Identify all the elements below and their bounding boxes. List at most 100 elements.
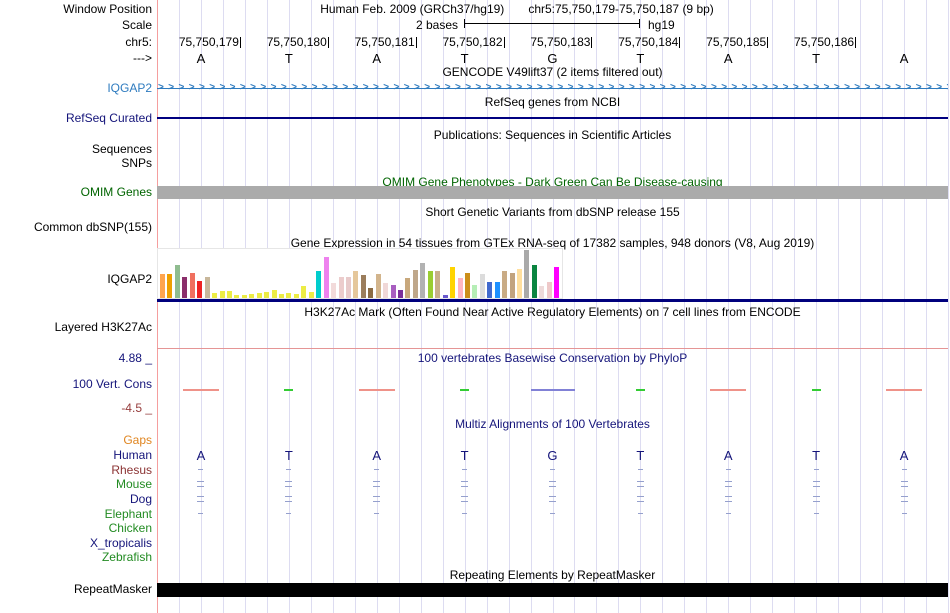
reference-base: A [723, 51, 733, 66]
gencode-gene-line[interactable] [157, 88, 948, 89]
gtex-tissue-bar[interactable] [390, 285, 396, 298]
gtex-track-label[interactable]: IQGAP2 [107, 272, 152, 286]
gtex-tissue-bar[interactable] [450, 267, 456, 298]
h3k27ac-baseline [157, 348, 948, 349]
track-area-left-border [157, 0, 158, 613]
gtex-tissue-bar[interactable] [338, 277, 344, 298]
gtex-tissue-bar[interactable] [494, 282, 500, 298]
species-label-mouse[interactable]: Mouse [115, 477, 152, 491]
gtex-tissue-bar[interactable] [472, 285, 478, 298]
human-base: T [460, 448, 469, 463]
species-label-zebrafish[interactable]: Zebrafish [101, 550, 152, 564]
gridline [772, 0, 774, 613]
omim-gene-bar[interactable] [157, 186, 948, 199]
gtex-tissue-bar[interactable] [197, 281, 203, 298]
alignment-dash [461, 501, 469, 502]
gtex-tissue-bar[interactable] [264, 292, 270, 298]
species-label-rhesus[interactable]: Rhesus [111, 463, 152, 477]
multiz-gaps-label[interactable]: Gaps [123, 433, 152, 447]
gtex-tissue-bar[interactable] [353, 271, 359, 298]
gtex-tissue-bar[interactable] [182, 277, 188, 298]
coordinate-tick [679, 37, 681, 48]
gtex-tissue-bar[interactable] [442, 295, 448, 298]
gtex-tissue-bar[interactable] [405, 278, 411, 298]
gtex-tissue-bar[interactable] [212, 293, 218, 298]
publications-track-label-line1[interactable]: Sequences [91, 142, 152, 156]
dbsnp-track-label[interactable]: Common dbSNP(155) [33, 220, 152, 234]
forward-strand-arrows[interactable]: >>>>>>>>>>>>>>>>>>>>>>>>>>>>>>>>>>>>>>>>… [158, 82, 948, 94]
gencode-item-label[interactable]: IQGAP2 [107, 81, 152, 95]
alignment-dash [374, 469, 380, 470]
gtex-tissue-bar[interactable] [226, 291, 232, 298]
base-position-gridlines [157, 0, 949, 613]
refseq-gene-line[interactable] [157, 117, 948, 119]
gtex-tissue-bar[interactable] [345, 277, 351, 298]
alignment-dash [197, 486, 205, 487]
gtex-tissue-bar[interactable] [331, 283, 337, 298]
gtex-tissue-bar[interactable] [249, 294, 255, 298]
gtex-tissue-bar[interactable] [502, 271, 508, 298]
gtex-tissue-bar[interactable] [383, 283, 389, 298]
gtex-tissue-bar[interactable] [539, 286, 545, 298]
gtex-expression-chart[interactable] [157, 248, 563, 299]
gtex-tissue-bar[interactable] [279, 294, 284, 298]
repeatmasker-track-title: Repeating Elements by RepeatMasker [449, 568, 656, 582]
gtex-tissue-bar[interactable] [323, 257, 329, 298]
gtex-tissue-bar[interactable] [479, 274, 485, 298]
refseq-track-label[interactable]: RefSeq Curated [65, 111, 152, 125]
gtex-tissue-bar[interactable] [316, 271, 322, 298]
alignment-dash [198, 469, 204, 470]
gtex-tissue-bar[interactable] [271, 290, 277, 298]
gtex-tissue-bar[interactable] [256, 293, 262, 298]
current-position: chr5:75,750,179-75,750,187 (9 bp) [528, 2, 714, 16]
gtex-tissue-bar[interactable] [524, 250, 530, 298]
gtex-tissue-bar[interactable] [435, 271, 441, 298]
gridline [926, 0, 928, 613]
species-label-human[interactable]: Human [113, 448, 152, 462]
phylop-track-label[interactable]: 100 Vert. Cons [72, 377, 152, 391]
gtex-tissue-bar[interactable] [427, 271, 433, 298]
alignment-dash [637, 469, 643, 470]
gtex-tissue-bar[interactable] [360, 275, 366, 298]
alignment-dash [549, 496, 556, 497]
gtex-tissue-bar[interactable] [204, 277, 210, 298]
h3k27ac-track-label[interactable]: Layered H3K27Ac [54, 320, 152, 334]
gtex-tissue-bar[interactable] [167, 274, 173, 298]
gtex-tissue-bar[interactable] [464, 273, 470, 298]
gtex-tissue-bar[interactable] [234, 295, 240, 298]
gtex-tissue-bar[interactable] [457, 278, 463, 298]
publications-track-label-line2[interactable]: SNPs [121, 156, 152, 170]
gtex-tissue-bar[interactable] [531, 265, 537, 298]
gtex-tissue-bar[interactable] [174, 265, 180, 298]
alignment-dash [813, 469, 819, 470]
gtex-tissue-bar[interactable] [293, 294, 299, 298]
repeatmasker-element-bar[interactable] [157, 583, 948, 597]
publications-track-title: Publications: Sequences in Scientific Ar… [433, 128, 672, 142]
alignment-dash [462, 513, 468, 514]
gtex-tissue-bar[interactable] [241, 295, 247, 298]
gtex-tissue-bar[interactable] [412, 270, 418, 298]
gtex-tissue-bar[interactable] [420, 263, 426, 298]
gtex-tissue-bar[interactable] [160, 274, 165, 298]
repeatmasker-track-label[interactable]: RepeatMasker [73, 582, 152, 596]
omim-track-label[interactable]: OMIM Genes [80, 185, 152, 199]
gtex-tissue-bar[interactable] [517, 269, 522, 298]
gtex-tissue-bar[interactable] [189, 273, 195, 298]
gtex-tissue-bar[interactable] [398, 290, 403, 298]
gtex-tissue-bar[interactable] [509, 273, 515, 298]
gtex-tissue-bar[interactable] [308, 292, 314, 298]
gtex-tissue-bar[interactable] [554, 267, 560, 298]
species-label-x_tropicalis[interactable]: X_tropicalis [89, 536, 152, 550]
omim-track-title: OMIM Gene Phenotypes - Dark Green Can Be… [382, 175, 723, 189]
species-label-dog[interactable]: Dog [129, 492, 152, 506]
gtex-tissue-bar[interactable] [368, 288, 374, 298]
species-label-chicken[interactable]: Chicken [108, 521, 152, 535]
gtex-tissue-bar[interactable] [301, 286, 307, 298]
gridline [178, 0, 180, 613]
gtex-tissue-bar[interactable] [375, 274, 381, 298]
gtex-tissue-bar[interactable] [546, 282, 552, 298]
gtex-tissue-bar[interactable] [219, 291, 225, 298]
gtex-tissue-bar[interactable] [487, 282, 493, 298]
gtex-tissue-bar[interactable] [286, 293, 292, 298]
species-label-elephant[interactable]: Elephant [104, 507, 152, 521]
